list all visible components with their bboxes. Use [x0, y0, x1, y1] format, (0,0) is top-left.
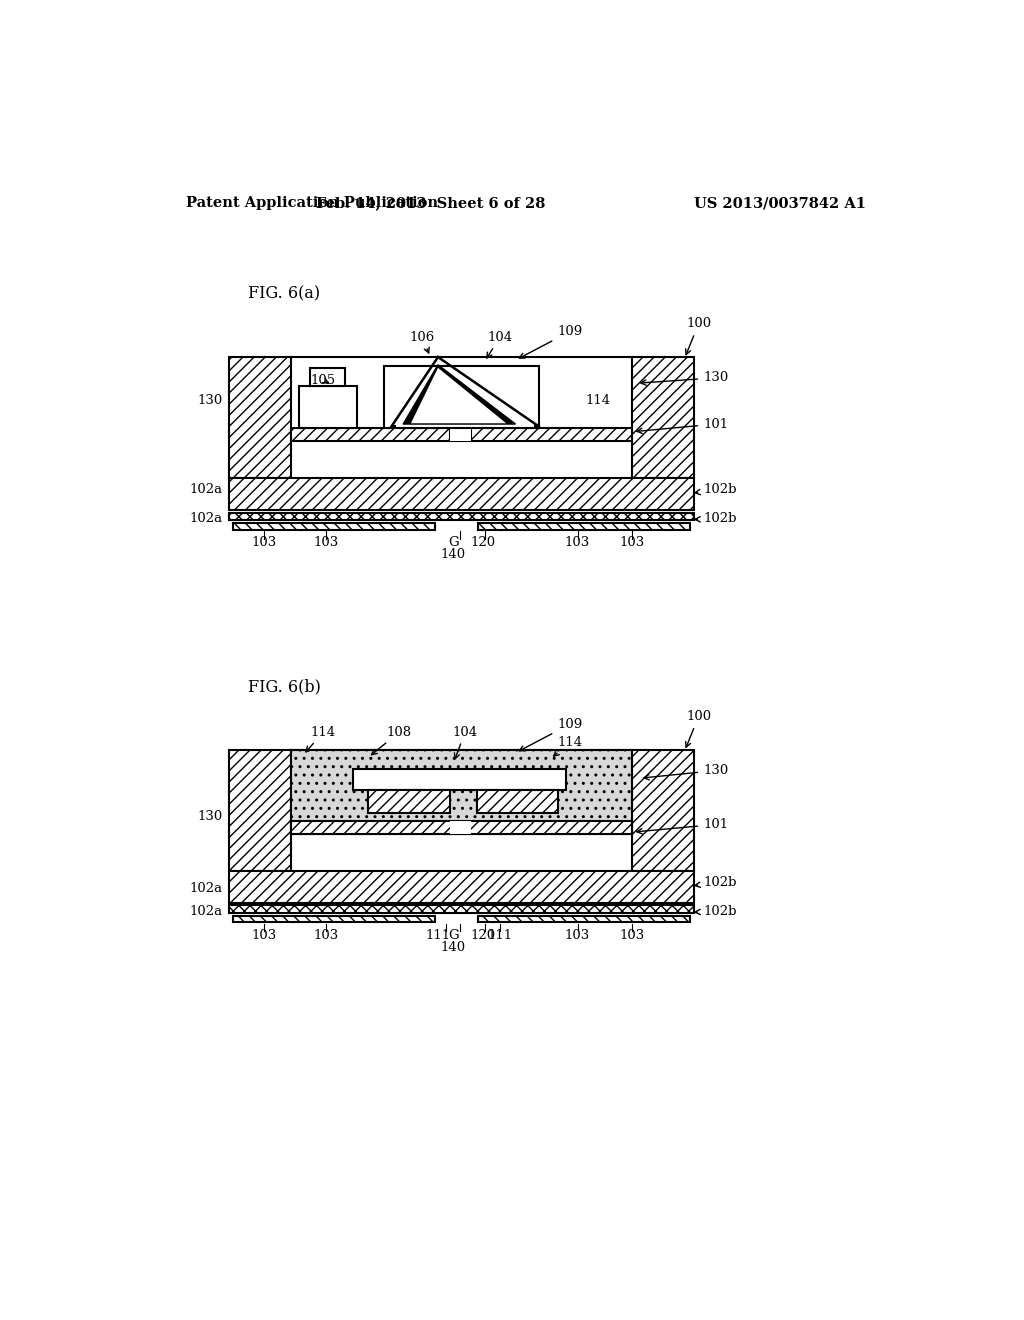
- Text: 102a: 102a: [189, 906, 222, 917]
- Text: 102a: 102a: [189, 512, 222, 525]
- Bar: [228, 478, 693, 511]
- Text: 102b: 102b: [695, 483, 736, 496]
- Bar: [450, 821, 471, 834]
- Text: 106: 106: [410, 330, 435, 352]
- Text: 104: 104: [453, 726, 477, 759]
- Text: 103: 103: [313, 929, 338, 942]
- Bar: [232, 524, 435, 529]
- Text: 109: 109: [519, 325, 583, 358]
- Text: 102a: 102a: [189, 483, 222, 496]
- Text: G: G: [449, 536, 459, 549]
- Text: 100: 100: [686, 317, 711, 355]
- Text: 114: 114: [554, 735, 583, 756]
- Bar: [228, 906, 693, 913]
- Bar: [369, 789, 450, 813]
- Text: 111: 111: [487, 929, 513, 942]
- Text: 103: 103: [251, 929, 276, 942]
- Text: 102b: 102b: [695, 512, 736, 525]
- Text: 130: 130: [644, 764, 728, 780]
- Text: 140: 140: [441, 548, 466, 561]
- Text: G: G: [449, 929, 459, 942]
- Bar: [228, 871, 693, 903]
- Polygon shape: [403, 364, 515, 424]
- Text: 109: 109: [519, 718, 583, 751]
- Bar: [291, 750, 632, 834]
- Text: 105: 105: [310, 374, 336, 387]
- Text: FIG. 6(b): FIG. 6(b): [248, 678, 321, 696]
- Text: 103: 103: [565, 929, 590, 942]
- Bar: [291, 821, 632, 834]
- Bar: [477, 789, 558, 813]
- Bar: [228, 750, 291, 871]
- Bar: [384, 367, 539, 428]
- Bar: [450, 428, 471, 441]
- Polygon shape: [411, 368, 506, 424]
- Text: 120: 120: [470, 929, 496, 942]
- Text: 104: 104: [486, 330, 513, 358]
- Text: 103: 103: [251, 536, 276, 549]
- Text: FIG. 6(a): FIG. 6(a): [248, 285, 321, 302]
- Bar: [299, 385, 356, 428]
- Text: 103: 103: [620, 929, 644, 942]
- Text: 102b: 102b: [695, 875, 736, 888]
- Text: 111: 111: [425, 929, 451, 942]
- Text: 101: 101: [637, 818, 728, 834]
- Text: 103: 103: [313, 536, 338, 549]
- Text: 114: 114: [306, 726, 336, 752]
- Text: 103: 103: [565, 536, 590, 549]
- Text: 130: 130: [198, 810, 222, 824]
- Text: 130: 130: [198, 395, 222, 408]
- Text: 103: 103: [620, 536, 644, 549]
- Text: US 2013/0037842 A1: US 2013/0037842 A1: [693, 197, 865, 210]
- Text: 100: 100: [686, 710, 711, 747]
- Text: Patent Application Publication: Patent Application Publication: [186, 197, 438, 210]
- Bar: [632, 750, 693, 871]
- Text: 130: 130: [641, 371, 728, 385]
- Text: Feb. 14, 2013  Sheet 6 of 28: Feb. 14, 2013 Sheet 6 of 28: [315, 197, 545, 210]
- Bar: [228, 358, 291, 478]
- Bar: [477, 524, 690, 529]
- Text: 102a: 102a: [189, 882, 222, 895]
- Text: 120: 120: [470, 536, 496, 549]
- Bar: [632, 358, 693, 478]
- Bar: [477, 916, 690, 923]
- Bar: [228, 512, 693, 520]
- Bar: [232, 916, 435, 923]
- Bar: [291, 428, 632, 441]
- Text: 140: 140: [441, 941, 466, 954]
- Text: 102b: 102b: [695, 906, 736, 917]
- Bar: [352, 770, 566, 789]
- Bar: [310, 368, 345, 385]
- Text: 114: 114: [586, 395, 610, 408]
- Text: 108: 108: [372, 726, 412, 755]
- Text: 101: 101: [637, 417, 728, 433]
